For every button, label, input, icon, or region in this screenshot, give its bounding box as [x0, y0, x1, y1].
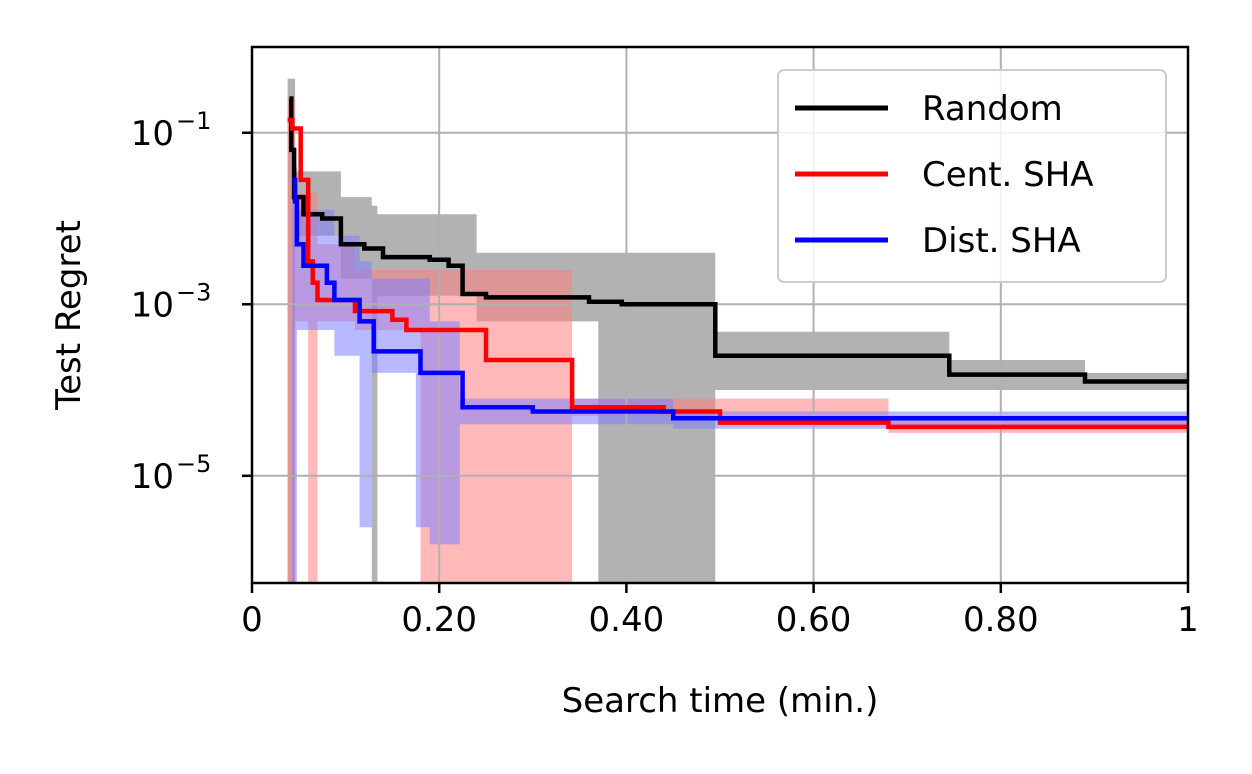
y-tick-base: 10	[131, 285, 174, 325]
x-tick-label: 0.60	[776, 600, 852, 640]
x-axis-label: Search time (min.)	[562, 681, 879, 721]
legend-label-random: Random	[922, 89, 1063, 129]
x-tick-label: 0.40	[589, 600, 665, 640]
y-tick-label: 10 −3	[131, 278, 212, 325]
line-random	[289, 96, 1188, 384]
y-tick-exponent: −3	[176, 278, 211, 306]
y-tick-base: 10	[131, 457, 174, 497]
x-tick-label: 0.20	[401, 600, 477, 640]
line-dist-sha	[292, 177, 1188, 421]
band-cent-sha	[287, 98, 1189, 583]
y-axis-ticks: 10−110−310−5	[131, 107, 252, 497]
y-axis-label: Test Regret	[49, 220, 89, 411]
x-axis-ticks: 0 0.20 0.40 0.60 0.80 1	[241, 583, 1199, 640]
y-tick-label: 10 −5	[131, 450, 212, 497]
confidence-bands	[287, 78, 1189, 583]
x-tick-label: 0.80	[963, 600, 1039, 640]
legend-box	[777, 69, 1167, 283]
line-cent-sha	[287, 117, 1188, 430]
plot-frame	[250, 45, 1190, 585]
series-lines	[287, 96, 1188, 430]
legend-label-cent-sha: Cent. SHA	[922, 155, 1094, 195]
legend: Random Cent. SHA Dist. SHA	[777, 69, 1167, 283]
x-tick-label: 1	[1177, 600, 1199, 640]
y-tick-exponent: −1	[176, 107, 211, 135]
x-tick-label: 0	[241, 600, 263, 640]
legend-label-dist-sha: Dist. SHA	[922, 221, 1081, 261]
y-tick-label: 10 −1	[131, 107, 212, 154]
y-tick-base: 10	[131, 114, 174, 154]
y-tick-exponent: −5	[176, 450, 211, 478]
